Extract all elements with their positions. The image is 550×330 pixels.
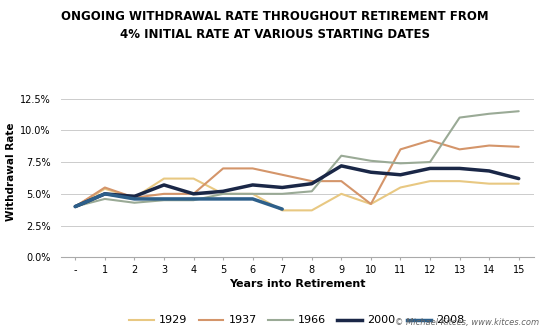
Legend: 1929, 1937, 1966, 2000, 2008: 1929, 1937, 1966, 2000, 2008 — [125, 311, 469, 330]
Text: © Michael Kitces, www.kitces.com: © Michael Kitces, www.kitces.com — [395, 318, 539, 327]
X-axis label: Years into Retirement: Years into Retirement — [229, 279, 365, 289]
Y-axis label: Withdrawal Rate: Withdrawal Rate — [6, 122, 16, 221]
Text: ONGOING WITHDRAWAL RATE THROUGHOUT RETIREMENT FROM
4% INITIAL RATE AT VARIOUS ST: ONGOING WITHDRAWAL RATE THROUGHOUT RETIR… — [61, 10, 489, 41]
